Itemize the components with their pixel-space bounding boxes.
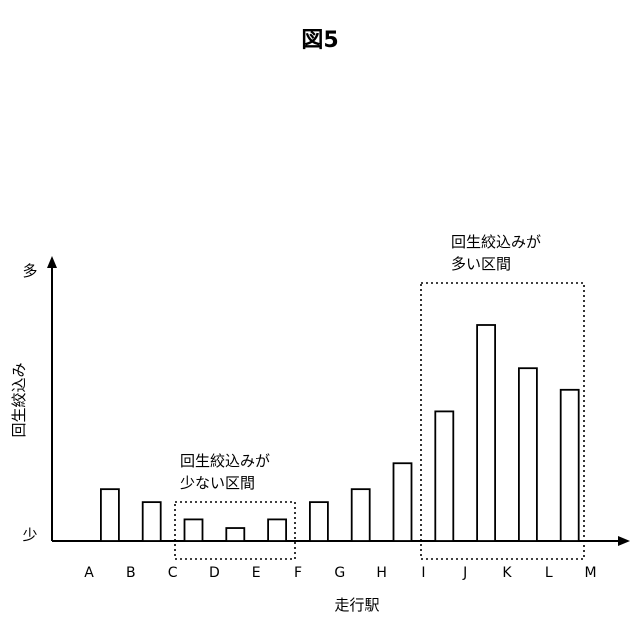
bar-F-G [310, 502, 328, 541]
x-tick-label-B: B [126, 565, 136, 581]
x-tick-label-G: G [334, 565, 345, 581]
annotation-1-line-1: 回生絞込みが [180, 452, 270, 470]
bar-D-E [226, 528, 244, 541]
x-tick-label-F: F [294, 565, 302, 581]
annotation-2-line-2: 多い区間 [451, 255, 511, 273]
annotation-1-line-2: 少ない区間 [180, 474, 255, 492]
x-tick-label-L: L [545, 565, 553, 581]
x-tick-label-I: I [421, 565, 425, 581]
y-axis-title: 回生絞込み [10, 362, 28, 437]
x-tick-label-E: E [252, 565, 261, 581]
bar-A-B [101, 489, 119, 541]
bar-B-C [143, 502, 161, 541]
y-axis-arrowhead [47, 256, 57, 268]
x-tick-label-H: H [376, 565, 387, 581]
x-axis-title: 走行駅 [334, 596, 379, 614]
y-bottom-label: 少 [22, 526, 37, 544]
y-top-label: 多 [22, 262, 37, 280]
x-tick-label-D: D [209, 565, 220, 581]
bar-G-H [352, 489, 370, 541]
x-tick-label-J: J [462, 565, 467, 581]
x-tick-label-C: C [168, 565, 178, 581]
bar-E-F [268, 519, 286, 541]
bar-J-K [477, 325, 495, 541]
x-tick-label-M: M [585, 565, 597, 581]
bar-I-J [435, 411, 453, 541]
x-tick-label-K: K [502, 565, 512, 581]
bar-K-L [519, 368, 537, 541]
bar-L-M [561, 390, 579, 541]
annotation-2-line-1: 回生絞込みが [451, 233, 541, 251]
bar-C-D [185, 519, 203, 541]
x-tick-label-A: A [84, 565, 94, 581]
x-axis-arrowhead [618, 536, 630, 546]
bar-H-I [394, 463, 412, 541]
